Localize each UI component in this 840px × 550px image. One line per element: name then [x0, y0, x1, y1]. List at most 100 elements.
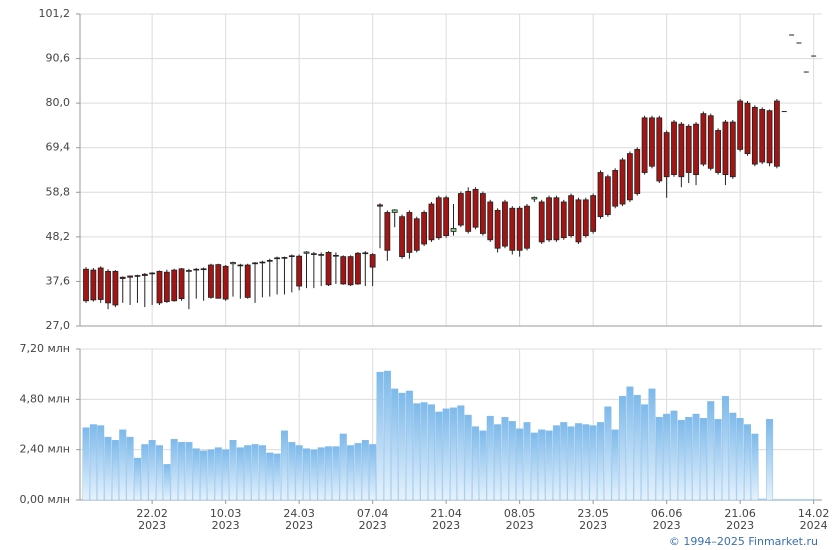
volume-bar: [699, 418, 707, 501]
x-tick-label: 06.06: [651, 507, 683, 520]
candle-body: [384, 212, 391, 251]
candle-body: [472, 188, 479, 228]
volume-bar: [111, 440, 119, 501]
volume-bar: [744, 424, 752, 501]
candle-body: [553, 197, 560, 241]
candle-body: [737, 100, 744, 150]
volume-bar: [244, 445, 252, 501]
candle-body: [185, 270, 192, 272]
volume-bar: [222, 449, 230, 501]
volume-bar: [376, 371, 384, 501]
candle-body: [332, 254, 339, 257]
volume-bar: [494, 424, 502, 501]
x-tick-label: 21.06: [724, 507, 756, 520]
volume-bar: [347, 445, 355, 501]
volume-bar: [729, 412, 737, 501]
volume-bar: [582, 424, 590, 501]
volume-bar: [677, 420, 685, 501]
volume-bar: [398, 392, 406, 501]
volume-bar: [574, 423, 582, 501]
volume-bar: [472, 426, 480, 501]
volume-bar: [104, 436, 112, 501]
candle-body: [310, 253, 317, 255]
candle-body: [347, 256, 354, 286]
volume-bar: [442, 408, 450, 501]
candle-body: [149, 272, 156, 275]
x-tick-label: 08.05: [504, 507, 536, 520]
candle-body: [156, 270, 163, 304]
volume-bar: [163, 464, 171, 501]
volume-bar: [258, 445, 266, 501]
candle-body: [671, 121, 677, 176]
volume-bar: [317, 447, 325, 501]
volume-bar: [148, 440, 156, 501]
candle-body: [443, 197, 450, 236]
volume-bar: [655, 416, 663, 501]
volume-bar: [280, 430, 288, 501]
candle-body: [266, 260, 273, 262]
volume-bar: [751, 433, 759, 501]
volume-bar: [126, 436, 134, 501]
candle-body: [766, 110, 773, 164]
candle-body: [127, 275, 133, 278]
volume-bar: [295, 445, 303, 501]
volume-bar: [721, 395, 729, 501]
x-tick-label: 2023: [579, 519, 607, 532]
candle-body: [568, 195, 574, 236]
candle-body: [435, 197, 442, 239]
volume-bar: [560, 422, 568, 501]
candle-body: [105, 270, 111, 304]
volume-bar: [736, 418, 744, 501]
volume-bar: [648, 388, 656, 501]
y-tick-label: 0,00 млн: [19, 493, 70, 506]
x-tick-label: 2023: [726, 519, 754, 532]
y-tick-label: 37,6: [46, 274, 71, 287]
candle-body: [693, 123, 699, 176]
candle-body: [774, 100, 780, 167]
candle-body: [355, 252, 361, 285]
candle-body: [163, 271, 170, 303]
candle-body: [134, 275, 141, 277]
x-tick-label: 10.03: [210, 507, 242, 520]
volume-bar: [464, 414, 472, 501]
candle-body: [656, 117, 663, 182]
candle-body: [222, 265, 229, 300]
x-tick-label: 2023: [212, 519, 240, 532]
volume-bar: [523, 422, 531, 501]
volume-bar: [450, 407, 458, 501]
candle-body: [362, 252, 369, 255]
candle-body: [560, 201, 567, 239]
volume-bar: [457, 405, 465, 501]
volume-bar: [538, 429, 546, 501]
candle-body: [369, 254, 376, 268]
x-tick-label: 2023: [138, 519, 166, 532]
candle-body: [413, 218, 420, 251]
volume-bar: [589, 425, 597, 501]
candle-body: [274, 257, 281, 260]
volume-bar: [516, 428, 524, 501]
candle-body: [208, 264, 214, 298]
credit: © 1994–2025 Finmarket.ru: [669, 535, 818, 548]
y-tick-label: 2,40 млн: [19, 443, 70, 456]
x-tick-label: 2023: [432, 519, 460, 532]
y-tick-label: 101,2: [39, 7, 71, 20]
candle-body: [244, 264, 251, 298]
x-tick-label: 07.04: [357, 507, 389, 520]
y-tick-label: 48,2: [46, 230, 71, 243]
y-tick-label: 7,20 млн: [19, 342, 70, 355]
volume-bar: [273, 453, 281, 501]
candle-body: [634, 148, 641, 194]
candle-body: [582, 199, 589, 236]
volume-bar: [192, 448, 200, 501]
candle-body: [457, 193, 464, 226]
candle-body: [200, 268, 207, 271]
candle-body: [112, 270, 119, 306]
volume-bar: [611, 429, 619, 501]
candle-body: [678, 123, 685, 178]
volume-bar: [332, 446, 340, 501]
volume-bar: [89, 424, 97, 501]
candle-body: [649, 117, 655, 167]
volume-bar: [361, 440, 369, 501]
volume-bar: [413, 403, 421, 501]
